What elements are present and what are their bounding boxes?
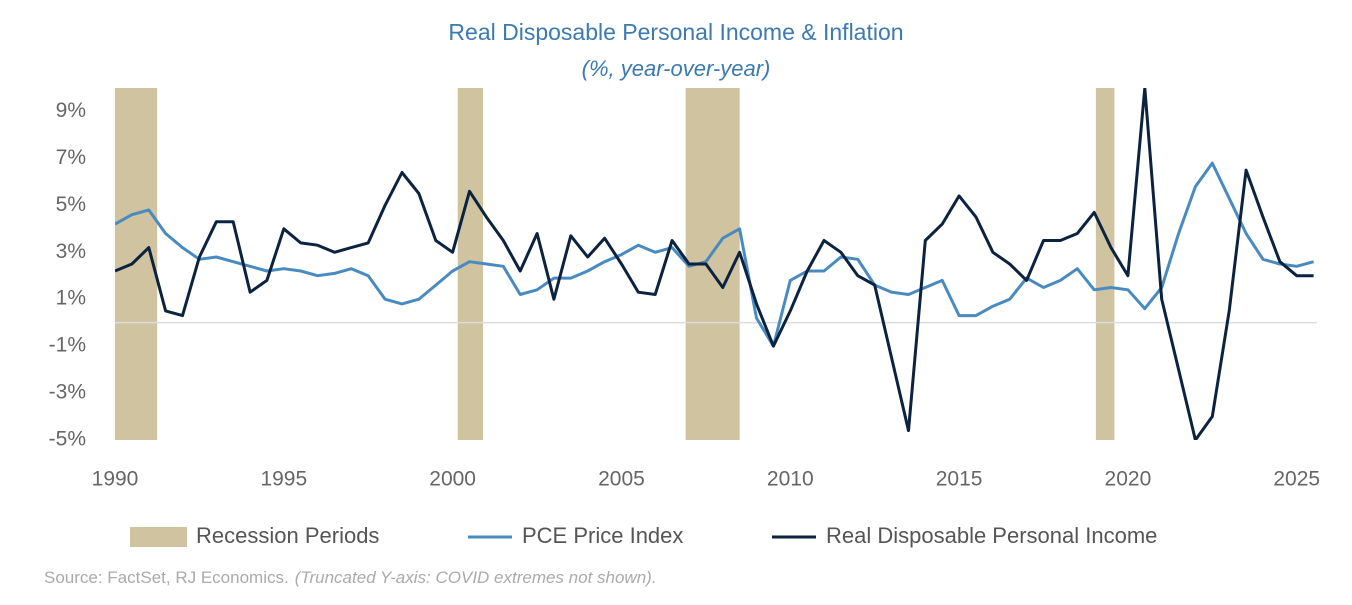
source: Source: FactSet, RJ Economics. (Truncated… bbox=[44, 568, 657, 587]
x-tick-label: 1990 bbox=[92, 468, 139, 491]
y-tick-label: -1% bbox=[49, 334, 86, 357]
legend-label: Recession Periods bbox=[196, 523, 379, 548]
recession-band bbox=[1095, 88, 1115, 440]
axis-layer: -5% -3% -1% 1% 3% 5% 7% 9% 1990 1995 2000 2005 2010 2… bbox=[49, 99, 1320, 491]
chart-subtitle: (%, year-over-year) bbox=[582, 56, 771, 81]
y-tick-label: 5% bbox=[56, 193, 86, 216]
y-tick-label: 7% bbox=[56, 146, 86, 169]
x-tick-label: 2020 bbox=[1105, 468, 1152, 491]
x-tick-label: 2000 bbox=[429, 468, 476, 491]
y-tick-label: -3% bbox=[49, 381, 86, 404]
legend-swatch bbox=[130, 527, 187, 547]
x-tick-label: 2015 bbox=[936, 468, 983, 491]
x-tick-label: 1995 bbox=[260, 468, 307, 491]
note: (Truncated Y-axis: COVID extremes not sh… bbox=[295, 568, 657, 587]
legend: Recession Periods PCE Price Index Real Dis… bbox=[130, 523, 1157, 548]
recession-band bbox=[115, 88, 158, 440]
y-tick-label: 1% bbox=[56, 287, 86, 310]
recession-layer bbox=[115, 88, 1115, 440]
y-tick-label: 9% bbox=[56, 99, 86, 122]
legend-label: PCE Price Index bbox=[522, 523, 683, 548]
series-line bbox=[115, 161, 1314, 348]
y-tick-label: -5% bbox=[49, 428, 86, 451]
legend-label: Real Disposable Personal Income bbox=[826, 523, 1157, 548]
y-tick-label: 3% bbox=[56, 240, 86, 263]
x-tick-label: 2010 bbox=[767, 468, 814, 491]
line-layer bbox=[115, 88, 1314, 440]
series-line bbox=[115, 88, 1314, 440]
chart-title: Real Disposable Personal Income & Inflat… bbox=[448, 19, 903, 45]
x-tick-label: 2025 bbox=[1273, 468, 1320, 491]
source-text: Source: FactSet, RJ Economics. bbox=[44, 568, 289, 587]
x-tick-label: 2005 bbox=[598, 468, 645, 491]
